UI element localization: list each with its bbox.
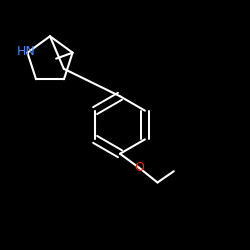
Text: HN: HN [17, 45, 36, 58]
Text: O: O [134, 161, 144, 174]
